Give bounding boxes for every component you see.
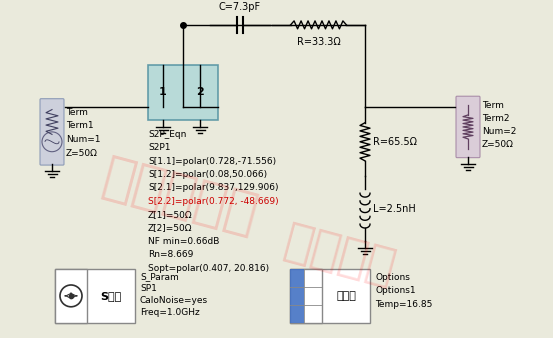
Text: Rn=8.669: Rn=8.669 bbox=[148, 250, 194, 259]
Bar bbox=[148, 65, 218, 120]
Text: C=7.3pF: C=7.3pF bbox=[219, 2, 261, 12]
Text: 版权所有: 版权所有 bbox=[279, 219, 400, 292]
Text: S[2.1]=polar(9.837,129.906): S[2.1]=polar(9.837,129.906) bbox=[148, 184, 279, 192]
Text: 电示范设计: 电示范设计 bbox=[97, 151, 263, 242]
Bar bbox=[55, 269, 135, 323]
Text: 可选项: 可选项 bbox=[336, 291, 356, 301]
Text: SP1: SP1 bbox=[140, 285, 157, 293]
Text: NF min=0.66dB: NF min=0.66dB bbox=[148, 237, 220, 246]
Text: CaloNoise=yes: CaloNoise=yes bbox=[140, 296, 208, 305]
Bar bbox=[290, 269, 322, 323]
Text: Num=1: Num=1 bbox=[66, 135, 101, 144]
Text: Freq=1.0GHz: Freq=1.0GHz bbox=[140, 308, 200, 317]
Text: Options1: Options1 bbox=[375, 287, 416, 295]
Text: S_Param: S_Param bbox=[140, 273, 179, 282]
Text: S参数: S参数 bbox=[101, 291, 122, 301]
Text: Z[2]=50Ω: Z[2]=50Ω bbox=[148, 223, 192, 233]
Text: S[2.2]=polar(0.772, -48.669): S[2.2]=polar(0.772, -48.669) bbox=[148, 197, 279, 206]
Text: S[1.2]=polar(0.08,50.066): S[1.2]=polar(0.08,50.066) bbox=[148, 170, 267, 179]
FancyBboxPatch shape bbox=[456, 96, 480, 158]
Text: R=65.5Ω: R=65.5Ω bbox=[373, 137, 417, 147]
Text: Term1: Term1 bbox=[66, 121, 93, 130]
Bar bbox=[290, 287, 304, 305]
Bar bbox=[290, 305, 304, 323]
Text: Options: Options bbox=[375, 273, 410, 282]
FancyBboxPatch shape bbox=[40, 99, 64, 165]
Text: 1: 1 bbox=[159, 87, 167, 97]
Text: Term2: Term2 bbox=[482, 114, 509, 123]
Text: R=33.3Ω: R=33.3Ω bbox=[296, 37, 341, 47]
Text: S2P1: S2P1 bbox=[148, 143, 170, 152]
Text: Z=50Ω: Z=50Ω bbox=[66, 149, 98, 158]
Text: Term: Term bbox=[66, 107, 88, 117]
Text: L=2.5nH: L=2.5nH bbox=[373, 204, 416, 214]
Bar bbox=[290, 269, 370, 323]
Text: Z=50Ω: Z=50Ω bbox=[482, 140, 514, 149]
Text: Term: Term bbox=[482, 101, 504, 110]
Text: S[1.1]=polar(0.728,-71.556): S[1.1]=polar(0.728,-71.556) bbox=[148, 156, 276, 166]
Text: Temp=16.85: Temp=16.85 bbox=[375, 300, 432, 309]
Bar bbox=[55, 269, 87, 323]
Text: S2P_Eqn: S2P_Eqn bbox=[148, 130, 186, 139]
Text: 2: 2 bbox=[196, 87, 204, 97]
Text: Z[1]=50Ω: Z[1]=50Ω bbox=[148, 210, 192, 219]
Text: Num=2: Num=2 bbox=[482, 127, 517, 136]
Text: Sopt=polar(0.407, 20.816): Sopt=polar(0.407, 20.816) bbox=[148, 264, 269, 273]
Bar bbox=[290, 269, 304, 287]
